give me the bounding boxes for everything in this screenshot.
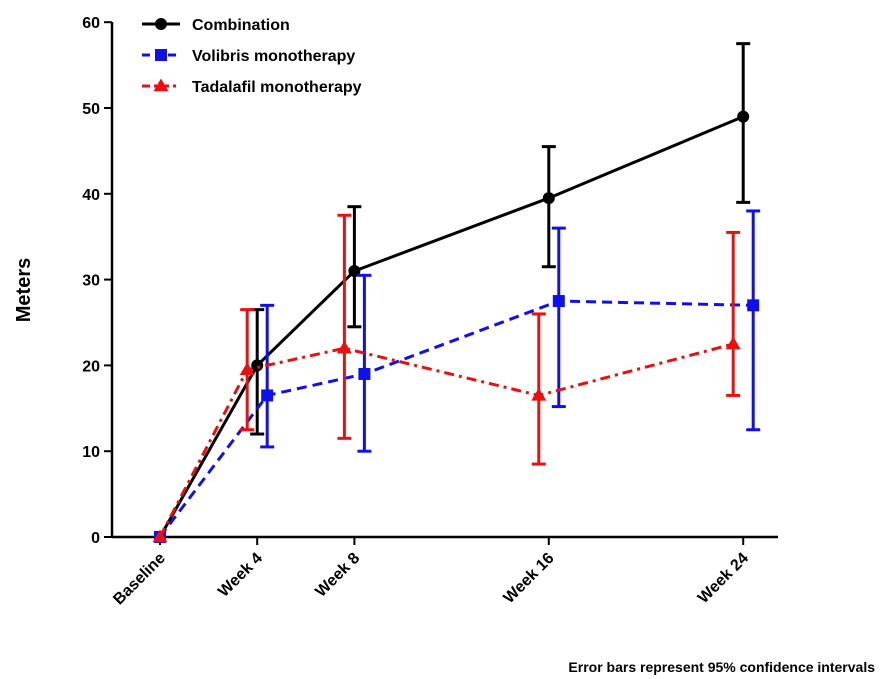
marker-triangle xyxy=(152,529,168,543)
series-line xyxy=(158,299,754,538)
series-line xyxy=(158,342,734,538)
series-combination xyxy=(154,42,751,543)
marker-triangle xyxy=(153,78,169,92)
y-tick-label: 20 xyxy=(82,358,100,375)
plot-area xyxy=(152,42,761,543)
marker-square xyxy=(552,295,565,308)
x-tick-label: Week 8 xyxy=(312,550,363,601)
x-tick-label: Baseline xyxy=(110,550,169,609)
legend-label: Volibris monotherapy xyxy=(192,48,355,65)
legend: Combination Volibris monotherapy Tadalafil… xyxy=(142,17,362,96)
marker-triangle xyxy=(531,387,547,401)
marker-circle xyxy=(542,192,555,205)
series-tadalafil-monotherapy xyxy=(152,213,741,543)
y-tick-label: 60 xyxy=(82,15,100,32)
marker-triangle xyxy=(239,362,255,375)
marker-circle xyxy=(251,359,264,372)
marker-triangle xyxy=(725,336,741,350)
marker-square xyxy=(358,367,371,380)
marker-square xyxy=(155,49,167,61)
marker-triangle xyxy=(336,340,352,354)
x-tick-label: Week 24 xyxy=(695,550,752,607)
y-tick-label: 0 xyxy=(91,530,100,547)
y-tick-label: 40 xyxy=(82,187,100,204)
footnote: Error bars represent 95% confidence inte… xyxy=(568,659,875,675)
x-axis: Baseline Week 4 Week 8 Week 16 Week 24 xyxy=(110,535,778,609)
series-volibris-monotherapy xyxy=(154,209,761,543)
x-tick-label: Week 4 xyxy=(215,550,266,601)
x-tick-label: Week 16 xyxy=(501,550,558,607)
marker-circle xyxy=(737,110,750,123)
legend-label: Tadalafil monotherapy xyxy=(192,79,362,96)
legend-label: Combination xyxy=(192,17,290,34)
marker-circle xyxy=(155,18,167,30)
y-tick-label: 50 xyxy=(82,101,100,118)
y-tick-label: 10 xyxy=(82,444,100,461)
marker-square xyxy=(261,389,274,402)
y-axis: 0 10 20 30 40 50 60 xyxy=(82,15,114,547)
y-axis-title: Meters xyxy=(13,258,35,322)
marker-square xyxy=(747,299,760,312)
y-tick-label: 30 xyxy=(82,273,100,290)
